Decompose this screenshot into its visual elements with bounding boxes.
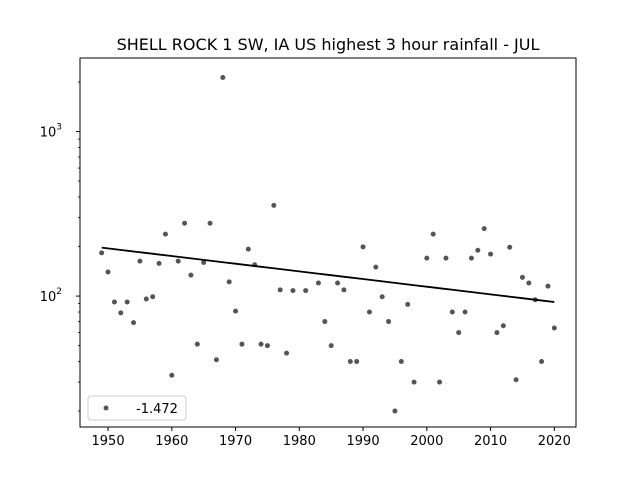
data-point — [226, 279, 232, 285]
data-point — [175, 258, 181, 264]
data-point — [284, 350, 290, 356]
data-point — [526, 280, 532, 286]
data-point — [481, 226, 487, 232]
data-point — [354, 359, 360, 365]
data-point — [405, 301, 411, 307]
legend-marker — [103, 405, 109, 411]
chart-marks — [99, 75, 557, 414]
data-point — [443, 255, 449, 261]
x-tick-label: 1990 — [347, 434, 380, 449]
data-point — [201, 259, 207, 265]
data-point — [207, 220, 213, 226]
data-point — [424, 255, 430, 261]
data-point — [303, 288, 309, 294]
data-point — [124, 299, 130, 305]
data-point — [328, 343, 334, 349]
data-point — [137, 258, 143, 264]
data-point — [519, 274, 525, 280]
data-point — [449, 309, 455, 315]
data-point — [162, 231, 168, 237]
data-point — [322, 319, 328, 325]
data-point — [335, 280, 341, 286]
data-point — [488, 251, 494, 257]
data-point — [264, 343, 270, 349]
data-point — [411, 379, 417, 385]
legend-box — [87, 395, 187, 421]
data-point — [392, 408, 398, 414]
data-point — [245, 246, 251, 252]
x-tick-label: 1980 — [283, 434, 316, 449]
x-tick-label: 1970 — [219, 434, 252, 449]
data-point — [169, 372, 175, 378]
data-point — [156, 260, 162, 266]
data-point — [188, 272, 194, 278]
data-point — [290, 288, 296, 294]
data-point — [99, 250, 105, 256]
data-point — [475, 247, 481, 253]
data-point — [437, 379, 443, 385]
data-point — [462, 309, 468, 315]
data-point — [513, 377, 519, 383]
data-point — [386, 319, 392, 325]
data-point — [105, 269, 111, 275]
data-point — [233, 308, 239, 314]
data-point — [220, 75, 226, 81]
x-tick-label: 1950 — [92, 434, 125, 449]
y-tick-label: 102 — [40, 287, 62, 305]
data-point — [341, 287, 347, 293]
data-point — [143, 296, 149, 302]
data-point — [258, 341, 264, 347]
axes-frame — [79, 57, 577, 428]
data-point — [468, 255, 474, 261]
data-point — [366, 309, 372, 315]
x-tick-label: 2000 — [410, 434, 443, 449]
data-point — [118, 310, 124, 316]
data-point — [507, 244, 513, 250]
legend: -1.472 — [87, 395, 187, 421]
data-point — [360, 244, 366, 250]
data-point — [315, 280, 321, 286]
x-tick-label: 2010 — [474, 434, 507, 449]
chart-title: SHELL ROCK 1 SW, IA US highest 3 hour ra… — [117, 35, 540, 54]
data-point — [494, 330, 500, 336]
data-point — [373, 264, 379, 270]
data-point — [182, 220, 188, 226]
data-point — [500, 323, 506, 329]
data-point — [239, 341, 245, 347]
data-point — [271, 202, 277, 208]
x-tick-label: 2020 — [538, 434, 571, 449]
data-point — [545, 283, 551, 289]
axis-ticks: 1950 1960 1970 1980 1990 2000 2010 2020 102 103 — [40, 81, 571, 449]
data-point — [379, 294, 385, 300]
trend-line — [101, 246, 555, 303]
data-point — [194, 341, 200, 347]
data-point — [277, 287, 283, 293]
data-point — [131, 320, 137, 326]
data-point — [111, 299, 117, 305]
legend-label: -1.472 — [136, 402, 178, 417]
x-tick-label: 1960 — [155, 434, 188, 449]
data-point — [398, 359, 404, 365]
data-point — [539, 359, 545, 365]
data-point — [347, 359, 353, 365]
data-point — [213, 357, 219, 363]
y-tick-label: 103 — [40, 123, 62, 141]
data-point — [430, 231, 436, 237]
data-point — [456, 330, 462, 336]
data-point — [551, 325, 557, 331]
data-point — [150, 294, 156, 300]
